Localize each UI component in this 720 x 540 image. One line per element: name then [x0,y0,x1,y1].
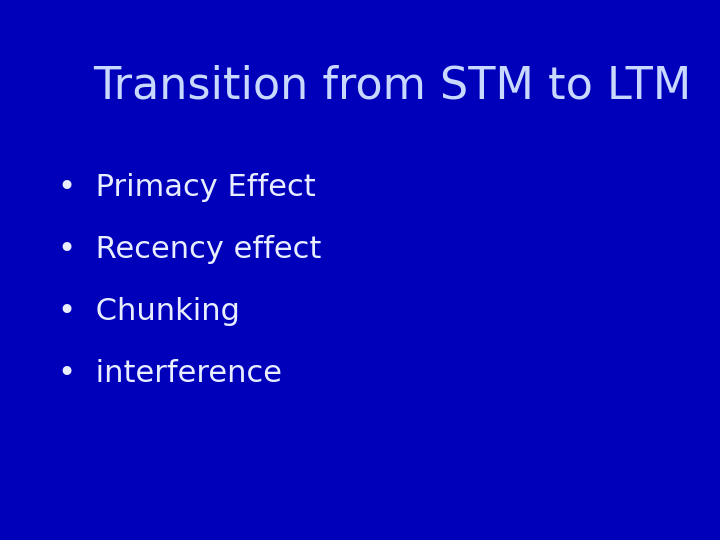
Text: •  Recency effect: • Recency effect [58,235,321,264]
Text: •  interference: • interference [58,359,282,388]
Text: Transition from STM to LTM: Transition from STM to LTM [94,65,692,108]
Text: •  Primacy Effect: • Primacy Effect [58,173,315,202]
Text: •  Chunking: • Chunking [58,297,240,326]
